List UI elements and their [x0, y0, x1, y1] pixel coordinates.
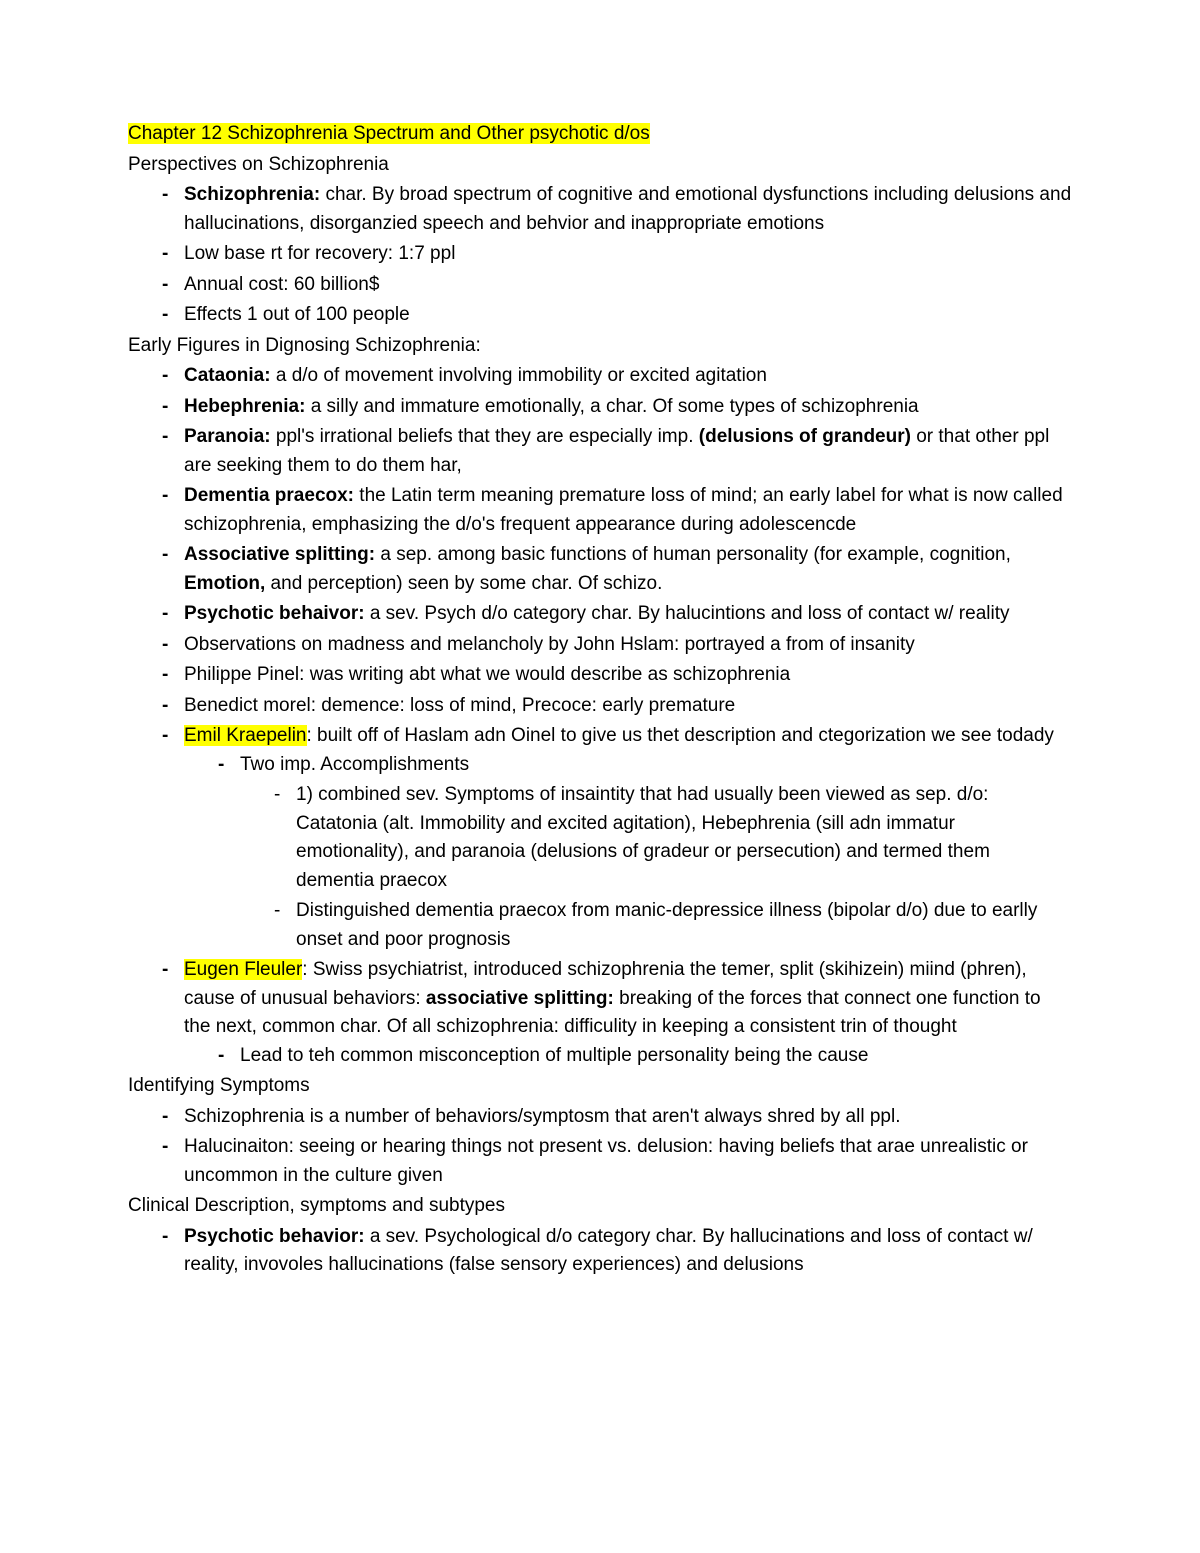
list-item: Emil Kraepelin: built off of Haslam adn … — [184, 722, 1072, 954]
list-item: Lead to teh common misconception of mult… — [240, 1042, 1072, 1071]
list-item: Psychotic behavior: a sev. Psychological… — [184, 1223, 1072, 1280]
fleuler-sublist: Lead to teh common misconception of mult… — [184, 1042, 1072, 1071]
section-heading-identifying: Identifying Symptoms — [128, 1072, 1072, 1101]
list-item: Halucinaiton: seeing or hearing things n… — [184, 1133, 1072, 1190]
term-associative-splitting: Associative splitting: — [184, 544, 375, 565]
early-figures-list: Cataonia: a d/o of movement involving im… — [128, 362, 1072, 1070]
list-item: Benedict morel: demence: loss of mind, P… — [184, 692, 1072, 721]
term-emotion: Emotion, — [184, 573, 265, 594]
list-item: Two imp. Accomplishments — [240, 751, 1072, 780]
clinical-list: Psychotic behavior: a sev. Psychological… — [128, 1223, 1072, 1280]
kraepelin-sublist: Two imp. Accomplishments 1) combined sev… — [184, 751, 1072, 955]
def-text: : built off of Haslam adn Oinel to give … — [307, 725, 1054, 746]
kraepelin-accomplishments: 1) combined sev. Symptoms of insaintity … — [240, 781, 1072, 954]
term-psychotic-behaivor: Psychotic behaivor: — [184, 603, 365, 624]
list-item: Associative splitting: a sep. among basi… — [184, 541, 1072, 598]
def-text: a sep. among basic functions of human pe… — [375, 544, 1011, 565]
list-item: Schizophrenia is a number of behaviors/s… — [184, 1103, 1072, 1132]
list-item: 1) combined sev. Symptoms of insaintity … — [296, 781, 1072, 895]
def-text: a silly and immature emotionally, a char… — [305, 396, 918, 417]
list-item: Observations on madness and melancholy b… — [184, 631, 1072, 660]
list-item: Low base rt for recovery: 1:7 ppl — [184, 240, 1072, 269]
list-item: Annual cost: 60 billion$ — [184, 271, 1072, 300]
def-text: a sev. Psych d/o category char. By haluc… — [365, 603, 1010, 624]
list-item: Philippe Pinel: was writing abt what we … — [184, 661, 1072, 690]
term-delusions-grandeur: (delusions of grandeur) — [699, 426, 911, 447]
list-item: Psychotic behaivor: a sev. Psych d/o cat… — [184, 600, 1072, 629]
list-item: Hebephrenia: a silly and immature emotio… — [184, 393, 1072, 422]
person-fleuler: Eugen Fleuler — [184, 959, 302, 980]
section-heading-clinical: Clinical Description, symptoms and subty… — [128, 1192, 1072, 1221]
term-schizophrenia: Schizophrenia: — [184, 184, 320, 205]
term-psychotic-behavior: Psychotic behavior: — [184, 1226, 365, 1247]
term-paranoia: Paranoia: — [184, 426, 271, 447]
identifying-list: Schizophrenia is a number of behaviors/s… — [128, 1103, 1072, 1191]
list-item: Distinguished dementia praecox from mani… — [296, 897, 1072, 954]
list-item: Dementia praecox: the Latin term meaning… — [184, 482, 1072, 539]
term-catatonia: Cataonia: — [184, 365, 271, 386]
list-item: Paranoia: ppl's irrational beliefs that … — [184, 423, 1072, 480]
list-item: Effects 1 out of 100 people — [184, 301, 1072, 330]
chapter-title-text: Chapter 12 Schizophrenia Spectrum and Ot… — [128, 123, 650, 144]
term-hebephrenia: Hebephrenia: — [184, 396, 305, 417]
list-item: Eugen Fleuler: Swiss psychiatrist, intro… — [184, 956, 1072, 1070]
list-item: Cataonia: a d/o of movement involving im… — [184, 362, 1072, 391]
perspectives-list: Schizophrenia: char. By broad spectrum o… — [128, 181, 1072, 330]
section-heading-early-figures: Early Figures in Dignosing Schizophrenia… — [128, 332, 1072, 361]
term-dementia-praecox: Dementia praecox: — [184, 485, 354, 506]
term-assoc-splitting-2: associative splitting: — [426, 988, 614, 1009]
person-kraepelin: Emil Kraepelin — [184, 725, 307, 746]
chapter-title: Chapter 12 Schizophrenia Spectrum and Ot… — [128, 120, 1072, 149]
list-item: Schizophrenia: char. By broad spectrum o… — [184, 181, 1072, 238]
def-text: and perception) seen by some char. Of sc… — [265, 573, 662, 594]
section-heading-perspectives: Perspectives on Schizophrenia — [128, 151, 1072, 180]
def-text: a d/o of movement involving immobility o… — [271, 365, 767, 386]
def-text: ppl's irrational beliefs that they are e… — [271, 426, 699, 447]
